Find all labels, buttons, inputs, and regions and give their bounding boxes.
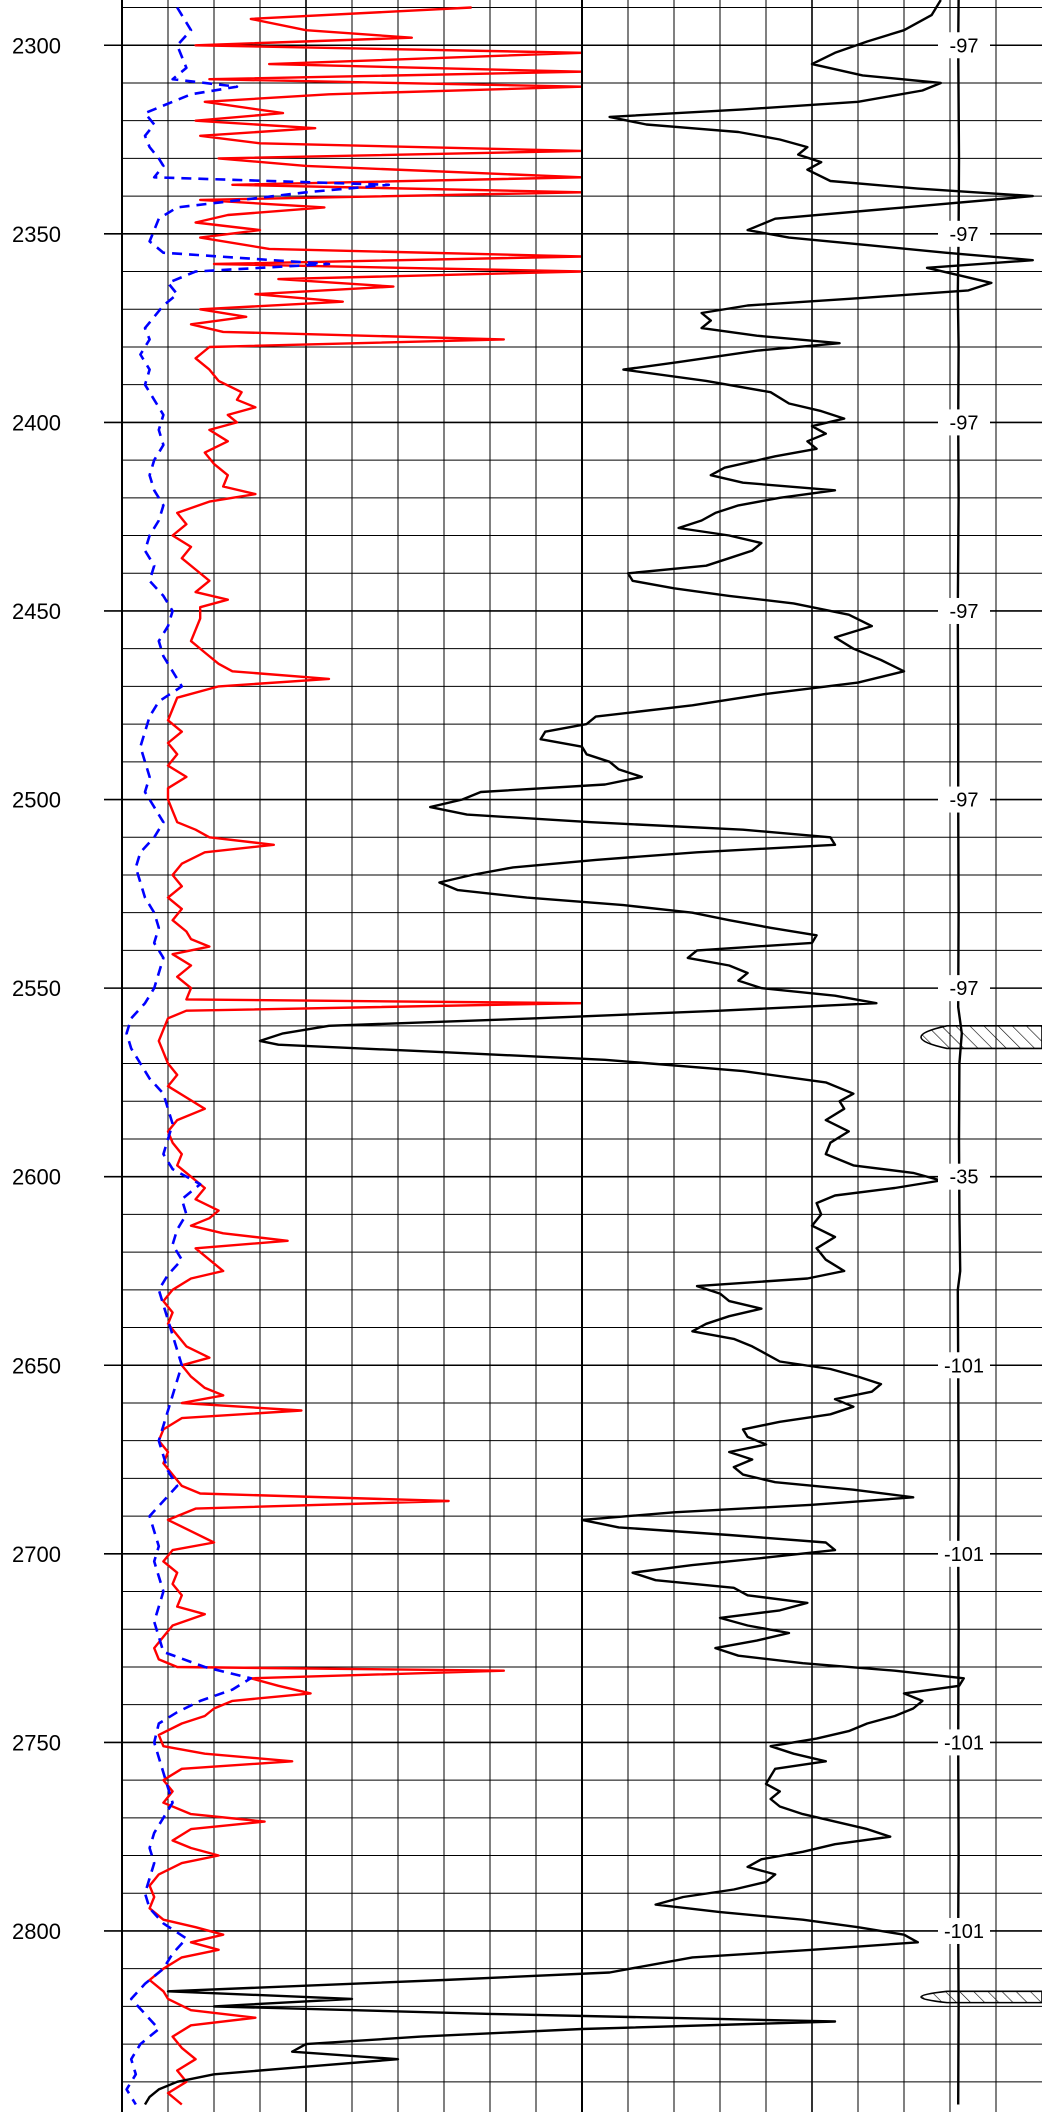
track-3-tick-label: -97 <box>950 224 979 246</box>
tick-label-background <box>938 1917 990 1944</box>
track-3-curves <box>956 0 964 2105</box>
depth-tick-label: 2400 <box>12 410 61 435</box>
curve-line <box>125 6 391 2106</box>
track-3-tick-labels: -97 -97 -97 -97 -97 -97 -35 -101 -101 -101 -101 <box>938 32 990 1944</box>
tick-label-background <box>938 1352 990 1379</box>
depth-tick-label: 2800 <box>12 1919 61 1944</box>
tick-label-background <box>938 975 990 1002</box>
track-2-curves <box>143 0 1035 2106</box>
track-borders <box>121 0 583 2112</box>
tick-label-background <box>938 1540 990 1567</box>
depth-tick-label: 2700 <box>12 1542 61 1567</box>
tick-label-background <box>938 1163 990 1190</box>
depth-tick-label: 2350 <box>12 222 61 247</box>
track-3-tick-label: -97 <box>950 978 979 1000</box>
depth-tick-label: 2600 <box>12 1165 61 1190</box>
track-3: -97 -97 -97 -97 -97 -97 -35 -101 -101 -101 -101 <box>920 0 1042 2105</box>
hatched-feature <box>920 1990 1042 2004</box>
hatched-feature <box>920 1025 1042 1050</box>
curve-line <box>148 6 582 2106</box>
tick-label-background <box>938 32 990 59</box>
track-2 <box>143 0 1042 2112</box>
track-3-hatched-features <box>920 1025 1042 2004</box>
track-3-tick-label: -97 <box>950 35 979 57</box>
depth-tick-label: 2300 <box>12 33 61 58</box>
tick-label-background <box>938 597 990 624</box>
depth-tick-labels: 2300 2350 2400 2450 2500 2550 2600 2650 2700 2750… <box>12 33 122 1944</box>
track-1 <box>122 0 582 2112</box>
depth-tick-label: 2750 <box>12 1730 61 1755</box>
depth-tick-label: 2650 <box>12 1353 61 1378</box>
depth-tick-label: 2500 <box>12 788 61 813</box>
track-1-grid <box>122 0 582 2112</box>
track-3-tick-label: -97 <box>950 790 979 812</box>
track-3-tick-label: -101 <box>944 1921 984 1943</box>
track-2-grid <box>582 0 1042 2112</box>
depth-axis: 2300 2350 2400 2450 2500 2550 2600 2650 2700 2750… <box>12 33 122 1944</box>
track-3-tick-label: -101 <box>944 1732 984 1754</box>
track-3-tick-label: -101 <box>944 1544 984 1566</box>
depth-tick-label: 2450 <box>12 599 61 624</box>
depth-tick-label: 2550 <box>12 976 61 1001</box>
track-3-tick-label: -97 <box>950 601 979 623</box>
track-1-curves <box>125 6 582 2106</box>
curve-line <box>143 0 1035 2106</box>
tick-label-background <box>938 1729 990 1756</box>
tick-label-background <box>938 220 990 247</box>
track-3-tick-label: -35 <box>950 1167 979 1189</box>
tick-label-background <box>938 409 990 436</box>
curve-line <box>956 0 964 2105</box>
tick-label-background <box>938 786 990 813</box>
track-3-tick-label: -101 <box>944 1355 984 1377</box>
track-3-tick-label: -97 <box>950 412 979 434</box>
